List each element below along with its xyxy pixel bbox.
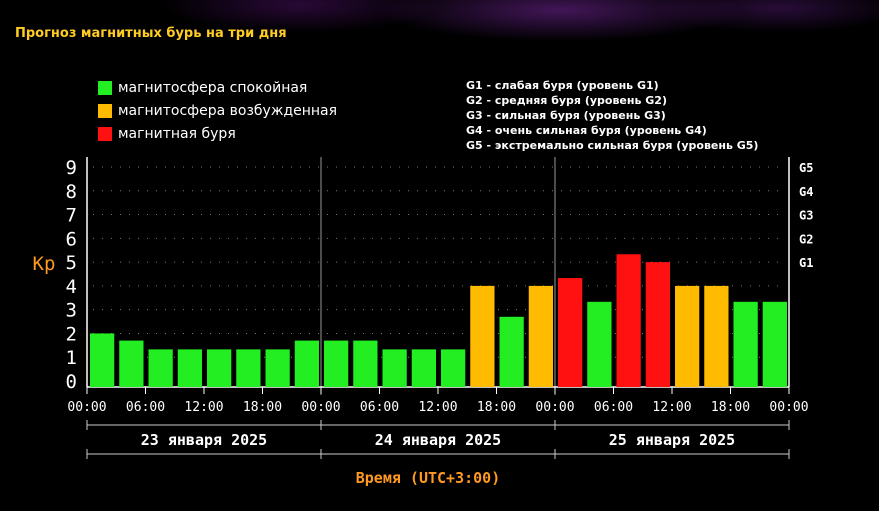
legend-item-storm: магнитная буря <box>98 122 337 145</box>
g-level-label: G4 <box>799 185 813 199</box>
legend-swatch-active <box>98 103 112 118</box>
y-tick-label: 9 <box>66 157 77 179</box>
kp-bar <box>177 349 202 387</box>
kp-bar <box>587 301 612 387</box>
kp-bar <box>90 333 115 387</box>
x-tick-label: 06:00 <box>126 400 165 415</box>
x-tick-label: 00:00 <box>67 400 106 415</box>
kp-bar <box>616 254 641 387</box>
storm-level-legend: G1 - слабая буря (уровень G1) G2 - средн… <box>466 78 758 153</box>
g-level-label: G5 <box>799 161 813 175</box>
kp-bar <box>499 316 524 387</box>
g-legend-line: G1 - слабая буря (уровень G1) <box>466 79 659 92</box>
legend-swatch-storm <box>98 126 112 141</box>
g-legend-line: G4 - очень сильная буря (уровень G4) <box>466 124 707 137</box>
day-label: 24 января 2025 <box>375 431 501 449</box>
kp-bar <box>119 340 144 387</box>
kp-bar <box>324 340 349 387</box>
kp-bar <box>236 349 261 387</box>
x-tick-label: 18:00 <box>477 400 516 415</box>
legend-item-quiet: магнитосфера спокойная <box>98 76 337 99</box>
legend-label-quiet: магнитосфера спокойная <box>118 79 308 96</box>
legend-item-active: магнитосфера возбужденная <box>98 99 337 122</box>
y-tick-label: 0 <box>66 371 77 393</box>
kp-bar <box>704 285 729 387</box>
y-tick-label: 2 <box>66 323 77 345</box>
kp-bar <box>294 340 319 387</box>
day-label: 25 января 2025 <box>609 431 735 449</box>
x-tick-label: 18:00 <box>243 400 282 415</box>
y-tick-label: 1 <box>66 347 77 369</box>
color-legend: магнитосфера спокойная магнитосфера возб… <box>98 76 337 145</box>
x-axis-label: Время (UTC+3:00) <box>356 469 501 487</box>
kp-bar <box>382 349 407 387</box>
kp-bar <box>762 301 787 387</box>
page-title: Прогноз магнитных бурь на три дня <box>15 26 287 41</box>
x-tick-label: 06:00 <box>594 400 633 415</box>
day-label: 23 января 2025 <box>141 431 267 449</box>
kp-bar <box>353 340 378 387</box>
legend-swatch-quiet <box>98 80 112 95</box>
y-tick-label: 7 <box>66 205 77 227</box>
x-tick-label: 12:00 <box>652 400 691 415</box>
g-level-label: G3 <box>799 209 813 223</box>
header-background <box>0 0 879 60</box>
x-tick-label: 00:00 <box>301 400 340 415</box>
kp-bar <box>148 349 173 387</box>
x-tick-label: 12:00 <box>184 400 223 415</box>
kp-bar <box>558 278 583 387</box>
g-legend-line: G5 - экстремально сильная буря (уровень … <box>466 139 759 152</box>
x-tick-label: 00:00 <box>769 400 808 415</box>
x-tick-label: 18:00 <box>711 400 750 415</box>
g-legend-line: G3 - сильная буря (уровень G3) <box>466 109 666 122</box>
legend-label-storm: магнитная буря <box>118 125 236 142</box>
kp-bar <box>411 349 436 387</box>
y-tick-label: 8 <box>66 181 77 203</box>
g-level-label: G2 <box>799 232 813 246</box>
kp-bar <box>645 262 670 387</box>
kp-bar <box>733 301 758 387</box>
g-level-label: G1 <box>799 256 813 270</box>
kp-bar <box>441 349 466 387</box>
legend-label-active: магнитосфера возбужденная <box>118 102 338 119</box>
kp-bar <box>675 285 700 387</box>
x-tick-label: 12:00 <box>418 400 457 415</box>
y-tick-label: 3 <box>66 300 77 322</box>
x-tick-label: 06:00 <box>360 400 399 415</box>
y-tick-label: 6 <box>66 228 77 250</box>
y-axis-label: Kp <box>33 253 56 275</box>
kp-bar <box>265 349 290 387</box>
g-legend-line: G2 - средняя буря (уровень G2) <box>466 94 667 107</box>
kp-bar <box>528 285 553 387</box>
y-tick-label: 5 <box>66 252 77 274</box>
x-tick-label: 00:00 <box>535 400 574 415</box>
kp-bar <box>207 349 232 387</box>
kp-bar <box>470 285 495 387</box>
y-tick-label: 4 <box>66 276 77 298</box>
